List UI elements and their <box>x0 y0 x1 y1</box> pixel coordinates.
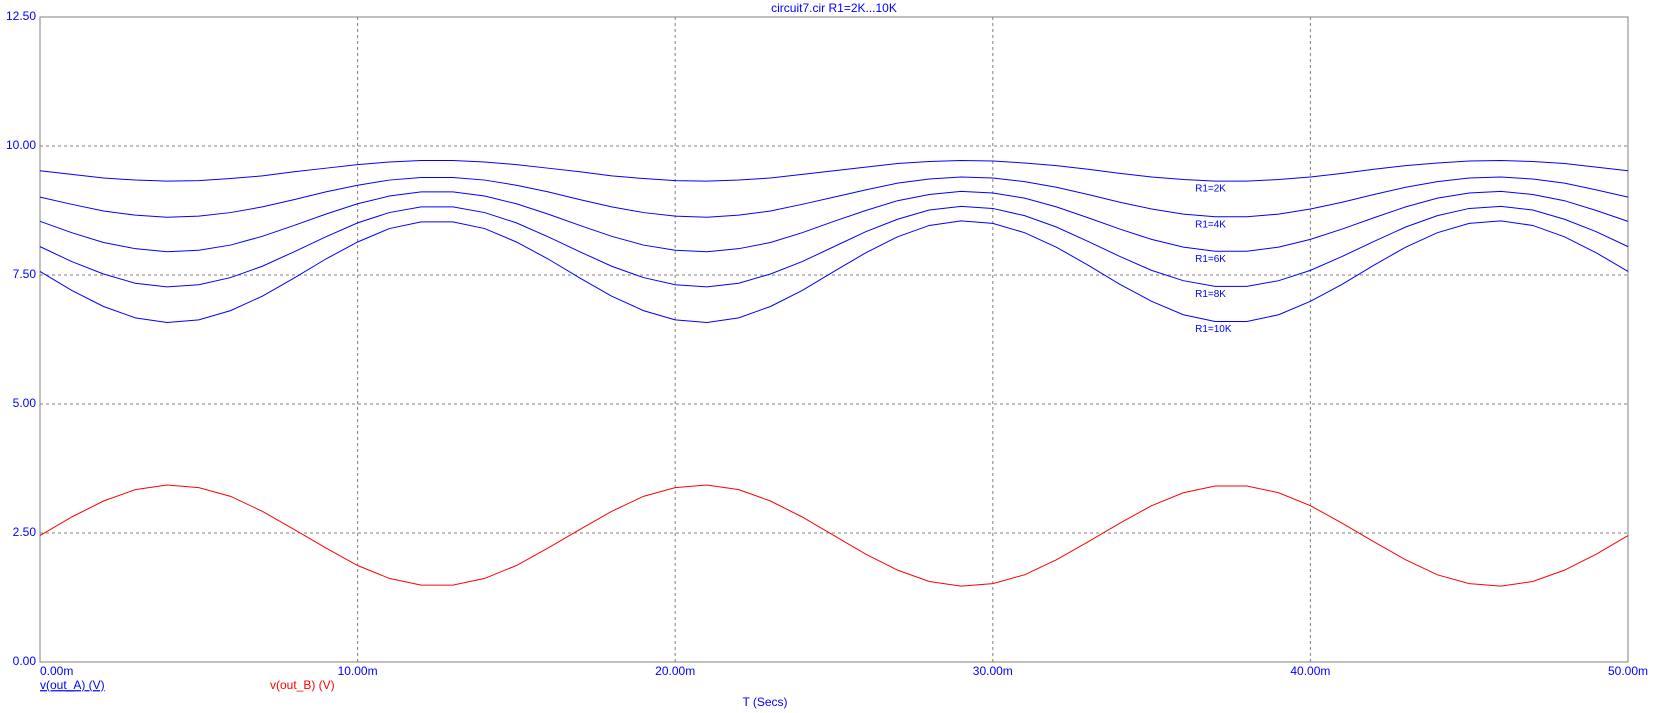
curve-label: R1=4K <box>1195 219 1226 230</box>
y-tick-label: 2.50 <box>13 525 37 539</box>
x-tick-label: 40.00m <box>1290 664 1330 678</box>
series-line <box>39 190 1629 253</box>
series-line <box>39 484 1629 587</box>
y-tick-label: 5.00 <box>13 396 37 410</box>
series-line <box>39 220 1629 323</box>
series-line <box>39 159 1629 182</box>
chart-title: circuit7.cir R1=2K...10K <box>771 1 897 15</box>
series-line <box>39 205 1629 288</box>
y-tick-label: 0.00 <box>13 654 37 668</box>
x-axis-label: T (Secs) <box>742 695 787 709</box>
x-tick-label: 50.00m <box>1608 664 1648 678</box>
y-tick-label: 10.00 <box>6 138 36 152</box>
plot-frame <box>39 16 1629 663</box>
legend-label: v(out_B) (V) <box>270 678 335 692</box>
curve-label: R1=6K <box>1195 254 1226 265</box>
x-tick-label: 10.00m <box>338 664 378 678</box>
legend-label: v(out_A) (V) <box>40 678 105 692</box>
curve-label: R1=8K <box>1195 289 1226 300</box>
y-tick-label: 7.50 <box>13 267 37 281</box>
x-tick-label: 20.00m <box>655 664 695 678</box>
y-tick-label: 12.50 <box>6 9 36 23</box>
curve-label: R1=2K <box>1195 184 1226 195</box>
series-line <box>39 176 1629 218</box>
x-tick-label: 30.00m <box>973 664 1013 678</box>
x-tick-label: 0.00m <box>40 664 73 678</box>
curve-label: R1=10K <box>1195 324 1232 335</box>
